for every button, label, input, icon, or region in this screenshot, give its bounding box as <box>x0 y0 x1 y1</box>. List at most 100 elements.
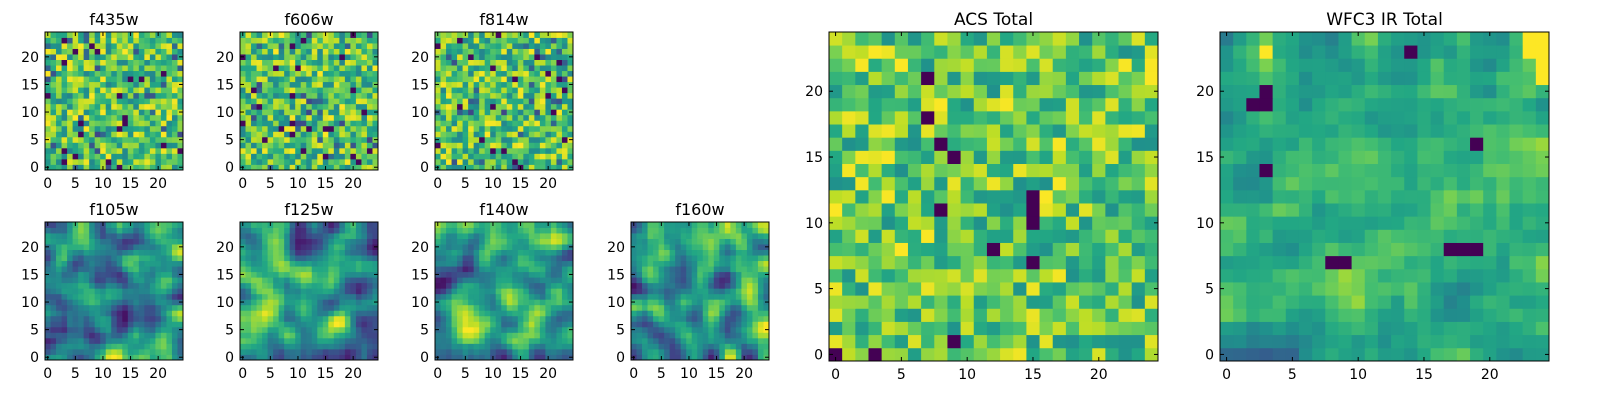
heatmap-cell <box>697 288 704 295</box>
heatmap-cell <box>306 293 313 300</box>
heatmap-cell <box>763 304 770 311</box>
heatmap-cell <box>495 238 502 245</box>
heatmap-cell <box>245 158 252 165</box>
heatmap-cell <box>495 142 502 149</box>
heatmap-cell <box>89 348 96 355</box>
heatmap-image <box>829 32 1159 362</box>
heatmap-cell <box>517 92 524 99</box>
heatmap-cell <box>328 92 335 99</box>
heatmap-cell <box>534 147 541 154</box>
heatmap-cell <box>490 158 497 165</box>
heatmap-cell <box>501 131 508 138</box>
heatmap-cell <box>451 277 458 284</box>
heatmap-cell <box>105 332 112 339</box>
heatmap-cell <box>506 249 513 256</box>
heatmap-cell <box>653 222 659 228</box>
heatmap-cell <box>322 326 329 333</box>
heatmap-cell <box>1144 203 1159 217</box>
heatmap-cell <box>1092 242 1106 257</box>
heatmap-cell <box>366 37 373 44</box>
heatmap-cell <box>1052 334 1067 349</box>
heatmap-cell <box>1079 268 1093 283</box>
heatmap-cell <box>245 249 252 256</box>
heatmap-cell <box>1131 282 1146 296</box>
heatmap-cell <box>160 43 167 49</box>
heatmap-cell <box>545 299 552 306</box>
heatmap-cell <box>284 233 291 239</box>
heatmap-cell <box>545 266 552 273</box>
x-tick-label: 0 <box>433 366 442 382</box>
heatmap-cell <box>177 65 184 72</box>
heatmap-cell <box>138 354 145 361</box>
heatmap-cell <box>300 255 307 262</box>
heatmap-cell <box>289 233 296 239</box>
heatmap-cell <box>350 233 357 239</box>
heatmap-cell <box>947 295 961 309</box>
heatmap-cell <box>653 244 659 250</box>
heatmap-cell <box>289 310 296 317</box>
heatmap-cell <box>289 299 296 306</box>
heatmap-cell <box>306 332 313 339</box>
heatmap-cell <box>366 332 373 339</box>
heatmap-cell <box>339 260 346 267</box>
heatmap-cell <box>501 343 508 350</box>
heatmap-cell <box>523 282 530 289</box>
heatmap-cell <box>350 120 357 127</box>
heatmap-cell <box>273 153 280 160</box>
heatmap-cell <box>556 326 563 333</box>
heatmap-cell <box>311 348 318 355</box>
heatmap-cell <box>881 321 896 336</box>
heatmap-cell <box>267 266 274 273</box>
heatmap-cell <box>245 65 252 72</box>
heatmap-cell <box>550 114 557 121</box>
heatmap-cell <box>561 153 568 160</box>
heatmap-cell <box>686 255 693 262</box>
heatmap-cell <box>284 147 291 154</box>
heatmap-cell <box>67 54 73 60</box>
heatmap-cell <box>240 238 246 245</box>
heatmap-cell <box>328 76 335 83</box>
heatmap-cell <box>528 282 535 289</box>
heatmap-cell <box>61 332 68 339</box>
heatmap-cell <box>339 76 346 83</box>
heatmap-cell <box>361 343 368 350</box>
heatmap-cell <box>473 249 480 256</box>
heatmap-cell <box>127 233 134 239</box>
heatmap-cell <box>366 348 373 355</box>
heatmap-cell <box>240 293 246 300</box>
heatmap-cell <box>523 244 530 250</box>
heatmap-cell <box>245 54 252 60</box>
heatmap-cell <box>1026 295 1040 309</box>
heatmap-cell <box>105 271 112 278</box>
heatmap-cell <box>539 255 546 262</box>
heatmap-cell <box>567 147 574 154</box>
y-tick-label: 15 <box>216 77 234 93</box>
heatmap-cell <box>171 153 178 160</box>
heatmap-cell <box>45 43 51 49</box>
heatmap-cell <box>127 321 134 328</box>
heatmap-cell <box>457 76 463 83</box>
heatmap-cell <box>94 277 101 284</box>
heatmap-cell <box>295 125 302 132</box>
heatmap-cell <box>155 43 162 49</box>
heatmap-cell <box>311 32 318 38</box>
heatmap-cell <box>686 271 693 278</box>
heatmap-cell <box>83 310 90 317</box>
heatmap-cell <box>473 238 480 245</box>
heatmap-cell <box>484 288 491 295</box>
heatmap-cell <box>251 227 257 234</box>
heatmap-cell <box>501 282 508 289</box>
heatmap-cell <box>144 54 151 60</box>
heatmap-cell <box>534 48 541 55</box>
heatmap-cell <box>451 43 458 49</box>
heatmap-cell <box>473 103 480 110</box>
heatmap-cell <box>245 48 252 55</box>
heatmap-cell <box>67 282 73 289</box>
heatmap-cell <box>763 321 770 328</box>
heatmap-cell <box>355 120 362 127</box>
heatmap-cell <box>256 255 263 262</box>
heatmap-cell <box>960 216 975 230</box>
heatmap-cell <box>506 54 513 60</box>
heatmap-cell <box>273 266 280 273</box>
heatmap-cell <box>94 260 101 267</box>
